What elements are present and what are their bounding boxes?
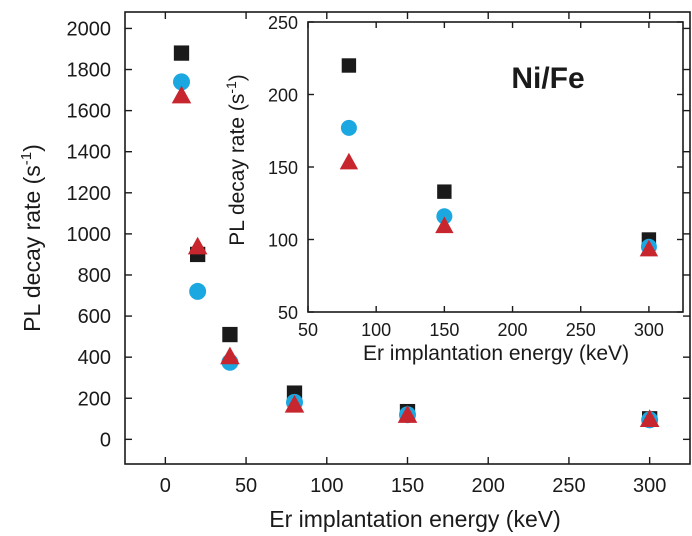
main-point-square <box>173 45 190 61</box>
main-x-tick-label: 0 <box>160 475 171 497</box>
main-y-tick-label: 800 <box>78 265 111 287</box>
main-point-triangle <box>171 85 192 104</box>
inset-y-tick-label: 250 <box>268 13 298 33</box>
inset-y-tick-label: 200 <box>268 86 298 106</box>
inset-point-triangle <box>339 152 359 170</box>
main-y-axis-title: PL decay rate (s-1) <box>18 144 45 332</box>
inset-x-tick-label: 200 <box>498 320 528 340</box>
inset-x-tick-label: 250 <box>566 320 596 340</box>
main-x-tick-label: 300 <box>633 475 666 497</box>
inset-annotation: Ni/Fe <box>511 62 584 95</box>
main-y-tick-label: 2000 <box>67 18 112 40</box>
main-y-tick-label: 1400 <box>67 142 112 164</box>
main-x-tick-label: 150 <box>391 475 424 497</box>
main-point-triangle <box>187 236 208 255</box>
main-x-tick-label: 250 <box>552 475 585 497</box>
main-x-axis-title: Er implantation energy (keV) <box>269 506 560 532</box>
inset-plot-frame <box>307 21 684 313</box>
inset-y-axis-title: PL decay rate (s-1) <box>223 74 249 246</box>
main-y-axis-title-close: ) <box>19 144 45 152</box>
main-y-tick-label: 600 <box>78 306 111 328</box>
main-point-triangle <box>639 409 660 427</box>
main-x-tick-label: 100 <box>310 475 343 497</box>
main-series-triangle <box>171 85 660 427</box>
main-y-tick-label: 0 <box>100 429 111 451</box>
main-point-circle <box>173 73 190 91</box>
main-point-triangle <box>284 394 305 413</box>
inset-x-tick-label: 300 <box>634 320 664 340</box>
inset-series-triangle <box>339 152 659 257</box>
inset-y-tick-label: 150 <box>268 158 298 178</box>
inset-x-tick-label: 150 <box>429 320 459 340</box>
inset-x-axis-title: Er implantation energy (keV) <box>363 342 629 365</box>
main-x-axis: 0 50 100 150 200 250 300 <box>160 12 666 497</box>
main-y-tick-label: 200 <box>78 388 111 410</box>
inset-x-tick-label: 50 <box>298 320 318 340</box>
main-x-tick-label: 200 <box>472 475 505 497</box>
main-y-tick-label: 400 <box>78 347 111 369</box>
main-y-tick-label: 1000 <box>67 224 112 246</box>
main-x-tick-label: 50 <box>235 475 257 497</box>
inset-y-axis-title-superscript: -1 <box>223 81 239 94</box>
inset-x-tick-label: 100 <box>361 320 391 340</box>
inset-y-axis-title-close: ) <box>226 74 249 81</box>
main-y-tick-label: 1800 <box>67 60 112 82</box>
main-point-square <box>222 326 238 343</box>
main-point-circle <box>189 282 207 300</box>
main-y-tick-label: 1200 <box>67 183 112 205</box>
inset-y-axis-title-text: PL decay rate (s <box>226 94 249 246</box>
inset-y-axis: 50 100 150 200 250 <box>268 13 683 323</box>
inset-point-circle <box>436 208 453 225</box>
main-y-axis-title-superscript: -1 <box>18 152 35 165</box>
main-point-triangle <box>220 346 240 365</box>
main-y-tick-label: 1600 <box>67 101 112 123</box>
inset-point-square <box>437 184 452 199</box>
inset-chart: 50 100 150 200 250 300 50 100 150 200 250 Ni/Fe E… <box>223 13 684 365</box>
main-chart: 0 50 100 150 200 250 300 0 200 400 600 800 1000 1200… <box>18 11 691 532</box>
main-point-triangle <box>397 405 418 423</box>
main-data-points <box>171 45 660 429</box>
inset-x-axis: 50 100 150 200 250 300 <box>298 22 664 340</box>
inset-point-square <box>341 58 357 73</box>
inset-point-circle <box>340 119 357 136</box>
main-y-axis-title-text: PL decay rate (s <box>19 165 45 332</box>
inset-point-triangle <box>639 239 659 257</box>
inset-y-tick-label: 100 <box>268 231 298 251</box>
inset-y-tick-label: 50 <box>278 303 298 323</box>
inset-point-triangle <box>435 216 454 234</box>
main-y-axis: 0 200 400 600 800 1000 1200 1400 1600 1800 2000 <box>67 18 690 451</box>
inset-data-points <box>339 58 659 257</box>
